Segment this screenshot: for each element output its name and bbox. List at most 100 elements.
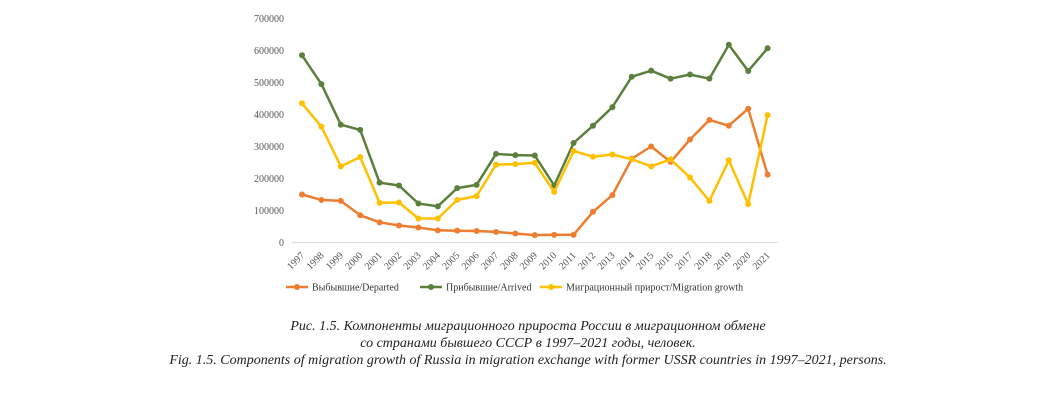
data-point — [648, 163, 655, 170]
x-tick-label: 2012 — [576, 250, 598, 272]
data-point — [376, 219, 383, 226]
caption-russian-line-2: со странами бывшего СССР в 1997–2021 год… — [360, 336, 696, 351]
x-tick-label: 2016 — [654, 250, 676, 272]
data-point — [764, 45, 771, 52]
data-point — [473, 227, 480, 234]
legend-item: Миграционный прирост/Migration growth — [540, 283, 743, 294]
data-point — [396, 222, 402, 229]
y-tick-label: 600000 — [254, 46, 284, 57]
legend-label: Прибывшие/Arrived — [446, 283, 531, 294]
data-point — [551, 188, 558, 195]
x-tick-label: 2002 — [382, 250, 404, 272]
x-tick-label: 2015 — [634, 250, 656, 272]
legend-label: Выбывшие/Departed — [312, 283, 399, 294]
x-tick-label: 2020 — [731, 250, 753, 272]
data-point — [337, 197, 344, 204]
x-tick-label: 2014 — [615, 250, 637, 272]
data-point — [531, 152, 538, 159]
data-point — [590, 122, 596, 129]
series-layer — [299, 41, 771, 239]
data-point — [609, 151, 616, 158]
x-tick-label: 2011 — [557, 250, 579, 272]
data-point — [764, 171, 771, 178]
data-point — [415, 215, 422, 222]
data-point — [473, 193, 480, 200]
legend-label: Миграционный прирост/Migration growth — [566, 283, 743, 294]
x-tick-label: 2003 — [402, 250, 424, 272]
legend-item: Прибывшие/Arrived — [420, 283, 531, 294]
data-point — [318, 196, 325, 203]
legend-swatch-marker — [548, 284, 554, 290]
data-point — [357, 212, 364, 219]
x-tick-label: 2008 — [499, 250, 521, 272]
x-tick-label: 2019 — [712, 250, 734, 272]
y-tick-label: 700000 — [254, 14, 284, 25]
legend-swatch-marker — [428, 284, 434, 290]
data-point — [745, 201, 752, 208]
data-point — [609, 104, 616, 111]
y-tick-label: 400000 — [254, 110, 284, 121]
legend-swatch-marker — [294, 284, 300, 290]
line-chart: 0 100000 200000 300000 400000 500000 600000 700… — [254, 14, 778, 294]
x-tick-label: 2018 — [693, 250, 715, 272]
x-tick-label: 1998 — [305, 250, 327, 272]
legend: Выбывшие/Departed Прибывшие/Arrived Миграц… — [286, 283, 743, 294]
data-point — [745, 67, 752, 74]
data-point — [725, 122, 732, 129]
data-point — [687, 136, 693, 143]
data-point — [415, 224, 422, 231]
series-3 — [299, 100, 771, 222]
caption-russian-line-1: Рис. 1.5. Компоненты миграционного приро… — [290, 319, 766, 334]
series-2 — [299, 41, 771, 210]
data-point — [531, 159, 538, 166]
data-point — [667, 75, 674, 82]
x-tick-label: 2017 — [673, 250, 695, 272]
data-point — [396, 199, 402, 206]
data-point — [415, 200, 422, 207]
data-point — [357, 126, 364, 133]
data-point — [454, 227, 461, 234]
data-point — [745, 105, 752, 112]
data-point — [648, 143, 655, 150]
data-point — [687, 174, 693, 181]
data-point — [570, 139, 577, 146]
data-point — [725, 41, 732, 48]
data-point — [667, 156, 674, 163]
data-point — [376, 179, 383, 186]
data-point — [609, 192, 616, 199]
data-point — [434, 215, 441, 222]
data-point — [764, 112, 771, 119]
y-tick-label: 200000 — [254, 174, 284, 185]
x-tick-label: 2010 — [537, 250, 559, 272]
y-tick-label: 500000 — [254, 78, 284, 89]
x-tick-label: 2013 — [596, 250, 618, 272]
data-point — [628, 156, 635, 163]
data-point — [318, 81, 325, 88]
data-point — [434, 203, 441, 210]
x-tick-label: 2021 — [751, 250, 773, 272]
x-tick-label: 2009 — [518, 250, 540, 272]
legend-item: Выбывшие/Departed — [286, 283, 399, 294]
data-point — [454, 185, 461, 192]
data-point — [590, 208, 596, 215]
data-point — [299, 100, 305, 107]
data-point — [493, 150, 499, 157]
data-point — [318, 123, 325, 130]
caption-english-line: Fig. 1.5. Components of migration growth… — [169, 353, 887, 368]
data-point — [570, 147, 577, 154]
data-point — [299, 191, 305, 198]
data-point — [590, 153, 596, 160]
x-tick-label: 2006 — [460, 250, 482, 272]
x-tick-label: 2005 — [440, 250, 462, 272]
data-point — [434, 227, 441, 234]
data-point — [512, 152, 519, 159]
series-line — [301, 107, 769, 237]
x-tick-label: 2004 — [421, 250, 443, 272]
data-point — [357, 154, 364, 161]
data-point — [512, 230, 519, 237]
data-point — [628, 73, 635, 80]
data-point — [299, 52, 305, 59]
series-1 — [299, 105, 771, 239]
data-point — [725, 157, 732, 164]
y-tick-label: 300000 — [254, 142, 284, 153]
